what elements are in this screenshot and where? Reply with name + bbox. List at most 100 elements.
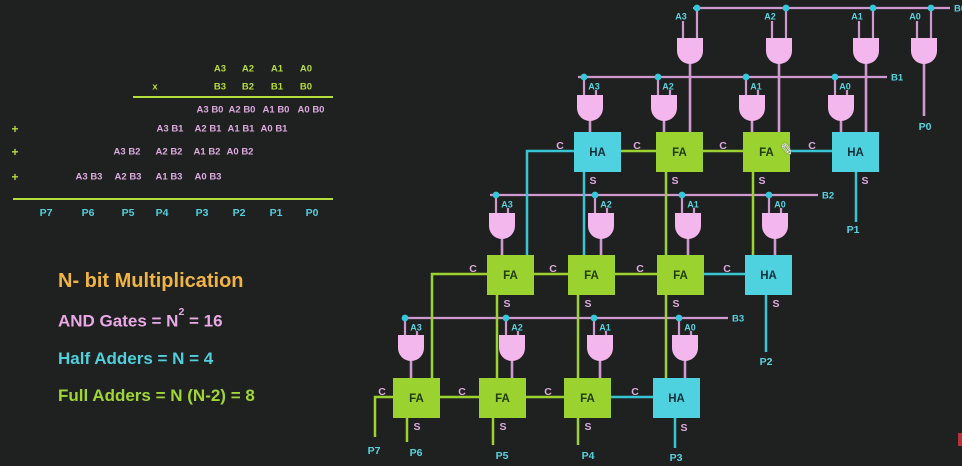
gate-operand-label: A3 bbox=[410, 323, 422, 333]
gate-operand-label: A3 bbox=[675, 12, 687, 22]
and-gate bbox=[398, 335, 424, 361]
port-label-S: S bbox=[503, 298, 510, 310]
port-label-C: C bbox=[544, 386, 552, 398]
port-label-S: S bbox=[672, 298, 679, 310]
and-gate bbox=[766, 38, 792, 64]
port-label-C: C bbox=[633, 140, 641, 152]
adder-label: FA bbox=[672, 147, 687, 159]
port-label-C: C bbox=[631, 386, 639, 398]
gate-operand-label: A1 bbox=[687, 200, 699, 210]
product-bit: P4 bbox=[155, 207, 169, 219]
adder-label: FA bbox=[495, 393, 510, 405]
table-rule-top bbox=[133, 96, 333, 98]
adder-label: HA bbox=[760, 270, 777, 282]
and-gate bbox=[739, 95, 765, 121]
full-adder-block bbox=[487, 255, 534, 295]
gate-operand-label: A0 bbox=[684, 323, 696, 333]
half-adder-block bbox=[653, 378, 700, 418]
and-gate bbox=[588, 213, 614, 239]
adder-label: FA bbox=[409, 393, 424, 405]
partial-product: A3 B2 bbox=[113, 146, 141, 158]
product-bit: P3 bbox=[195, 207, 209, 219]
partial-product: A1 B3 bbox=[155, 171, 183, 183]
adder-label: HA bbox=[668, 393, 685, 405]
port-label-C: C bbox=[636, 263, 644, 275]
partial-product: A0 B2 bbox=[226, 146, 254, 158]
full-adder-block bbox=[657, 255, 704, 295]
plus-sign: + bbox=[11, 122, 19, 136]
product-bit: P1 bbox=[269, 207, 283, 219]
gate-operand-label: A1 bbox=[599, 323, 611, 333]
partial-product: A2 B3 bbox=[114, 171, 142, 183]
multiplicand-bit: A0 bbox=[299, 63, 313, 75]
full-adder-block bbox=[743, 132, 790, 172]
product-label-P5: P5 bbox=[496, 450, 509, 462]
and-gates-suffix: = 16 bbox=[184, 311, 223, 331]
gate-operand-label: A0 bbox=[774, 200, 786, 210]
and-gate bbox=[911, 38, 937, 64]
partial-product: A0 B0 bbox=[297, 104, 325, 116]
product-label-P1: P1 bbox=[847, 224, 860, 236]
and-gate bbox=[651, 95, 677, 121]
bus-label-B2: B2 bbox=[822, 191, 834, 202]
product-label-P7: P7 bbox=[368, 445, 381, 457]
partial-product: A0 B3 bbox=[194, 171, 222, 183]
gate-operand-label: A2 bbox=[600, 200, 612, 210]
port-label-C: C bbox=[378, 386, 386, 398]
port-label-C: C bbox=[549, 263, 557, 275]
and-gate bbox=[853, 38, 879, 64]
adder-label: FA bbox=[503, 270, 518, 282]
half-adder-block bbox=[832, 132, 879, 172]
gate-operand-label: A3 bbox=[588, 82, 600, 92]
multiplicand-bit: A3 bbox=[213, 63, 227, 75]
and-gate bbox=[675, 213, 701, 239]
partial-product: A3 B3 bbox=[75, 171, 103, 183]
gate-operand-label: A0 bbox=[839, 82, 851, 92]
adder-label: FA bbox=[673, 270, 688, 282]
port-label-C: C bbox=[719, 140, 727, 152]
port-label-S: S bbox=[413, 421, 420, 433]
gate-operand-label: A2 bbox=[662, 82, 674, 92]
partial-product: A1 B0 bbox=[262, 104, 290, 116]
port-label-S: S bbox=[772, 298, 779, 310]
multiply-sign: x bbox=[152, 81, 158, 93]
partial-product: A3 B0 bbox=[196, 104, 224, 116]
bus-tap-dot bbox=[765, 191, 773, 199]
partial-product: A1 B1 bbox=[227, 123, 255, 135]
and-gates-formula: AND Gates = N2 = 16 bbox=[58, 306, 223, 332]
full-adder-block bbox=[393, 378, 440, 418]
adder-wire bbox=[373, 395, 393, 437]
bus-label-B3: B3 bbox=[732, 314, 744, 325]
notes-title: N- bit Multiplication bbox=[58, 270, 244, 292]
adder-label: HA bbox=[847, 147, 864, 159]
product-label-P0: P0 bbox=[919, 121, 932, 133]
product-bit: P7 bbox=[39, 207, 53, 219]
gate-operand-label: A2 bbox=[764, 12, 776, 22]
multiplier-bit: B1 bbox=[270, 81, 284, 93]
bus-tap-dot bbox=[401, 314, 409, 322]
table-rule-bottom bbox=[13, 198, 333, 200]
port-label-S: S bbox=[499, 421, 506, 433]
multiplicand-bit: A2 bbox=[241, 63, 255, 75]
port-label-C: C bbox=[469, 263, 477, 275]
partial-product: A2 B2 bbox=[155, 146, 183, 158]
and-gate bbox=[577, 95, 603, 121]
product-label-P4: P4 bbox=[582, 450, 595, 462]
red-edge-artifact bbox=[958, 433, 962, 446]
and-gates-exponent: 2 bbox=[178, 306, 185, 319]
and-gate bbox=[762, 213, 788, 239]
and-gate bbox=[828, 95, 854, 121]
and-gate bbox=[499, 335, 525, 361]
bus-tap-dot bbox=[502, 314, 510, 322]
and-gate bbox=[677, 38, 703, 64]
multiplier-bit: B3 bbox=[213, 81, 227, 93]
gate-operand-label: A3 bbox=[501, 200, 513, 210]
bus-tap-dot bbox=[654, 73, 662, 81]
half-adder-block bbox=[574, 132, 621, 172]
bus-tap-dot bbox=[678, 191, 686, 199]
bus-tap-dot bbox=[675, 314, 683, 322]
mouse-cursor: ✎ bbox=[778, 141, 795, 160]
plus-sign: + bbox=[11, 170, 19, 184]
adder-wire bbox=[525, 149, 574, 255]
and-gate bbox=[672, 335, 698, 361]
